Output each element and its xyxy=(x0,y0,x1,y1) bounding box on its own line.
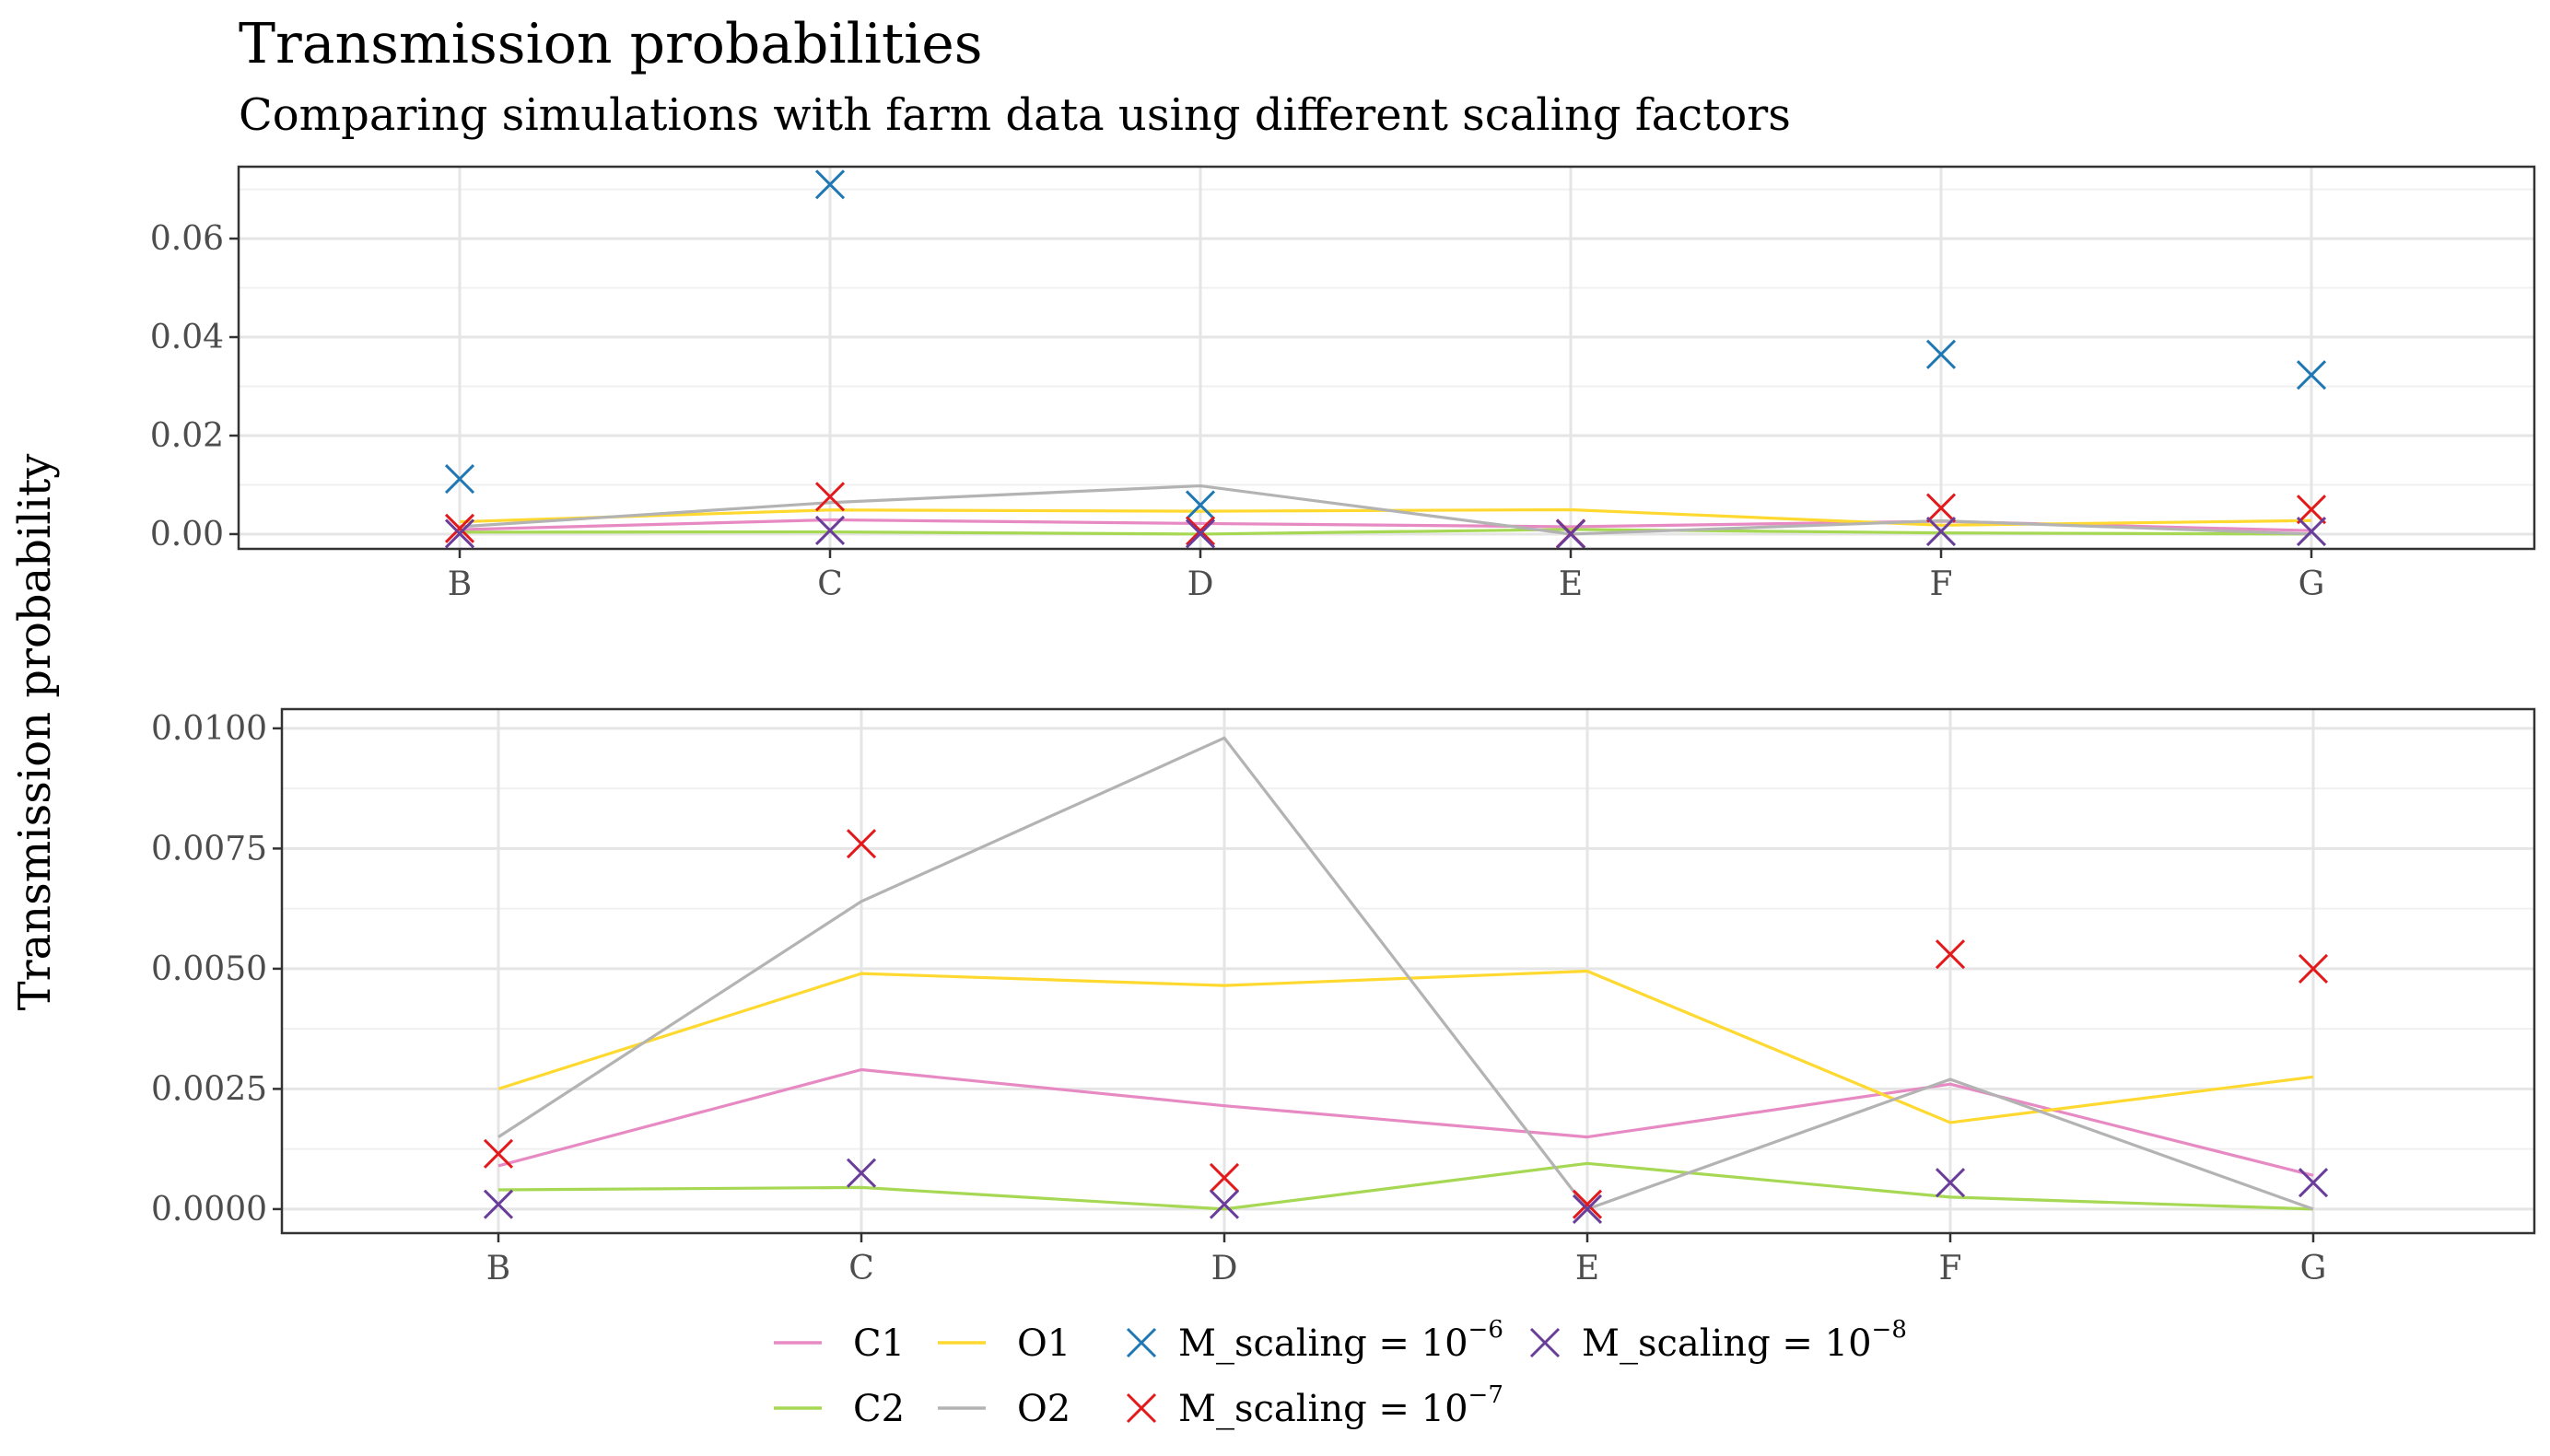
point-marker-minus-7 xyxy=(1572,1189,1603,1219)
chart-subtitle: Comparing simulations with farm data usi… xyxy=(239,89,1791,141)
top-panel: 0.00 0.02 0.04 0.06 B C D E F G xyxy=(150,165,2536,603)
point-marker-minus-8 xyxy=(1185,518,1216,549)
x-tick-label: C xyxy=(817,565,843,603)
series-line-c2 xyxy=(497,1161,2314,1211)
point-marker-minus-8 xyxy=(2298,1168,2329,1198)
panel-background xyxy=(239,167,2534,549)
point-marker-minus-6 xyxy=(1925,339,1957,369)
series-line-o1 xyxy=(497,969,2314,1124)
point-marker-minus-8 xyxy=(814,515,846,546)
legend-key-marker xyxy=(1126,1392,1157,1424)
point-marker-minus-8 xyxy=(483,1189,514,1219)
series-line-o2 xyxy=(497,736,2314,1211)
x-tick-label: G xyxy=(2299,565,2325,603)
point-marker-minus-8 xyxy=(1209,1189,1240,1219)
legend-label: O1 xyxy=(1017,1322,1070,1365)
point-marker-minus-8 xyxy=(444,518,475,549)
point-marker-minus-8 xyxy=(2296,516,2327,547)
y-tick-label: 0.0000 xyxy=(151,1191,267,1229)
y-tick-label: 0.0075 xyxy=(151,830,267,868)
y-tick-label: 0.0100 xyxy=(151,710,267,748)
y-tick-label: 0.0050 xyxy=(151,950,267,988)
point-marker-minus-7 xyxy=(1185,516,1216,546)
series-line-c1 xyxy=(497,1067,2314,1177)
x-tick-label: B xyxy=(486,1250,510,1287)
series-line-c2 xyxy=(459,528,2312,536)
point-marker-minus-7 xyxy=(444,513,475,543)
series-line-o2 xyxy=(459,483,2312,536)
point-marker-minus-7 xyxy=(2296,495,2327,525)
point-marker-minus-6 xyxy=(814,169,846,200)
legend: C1 C2 O1 O2 M_scaling = 10−6 M_scaling = 10−7… xyxy=(774,1316,1907,1430)
point-marker-minus-6 xyxy=(444,463,475,495)
legend-key-marker xyxy=(1529,1327,1561,1358)
chart-title: Transmission probabilities xyxy=(239,12,983,76)
point-marker-minus-7 xyxy=(814,482,846,512)
y-tick-label: 0.02 xyxy=(150,417,224,455)
legend-label: M_scaling = 10−6 xyxy=(1178,1316,1503,1365)
point-marker-minus-8 xyxy=(1572,1194,1603,1224)
x-tick-label: F xyxy=(1939,1250,1962,1287)
panel-border xyxy=(237,165,2536,551)
point-marker-minus-6 xyxy=(1185,490,1216,520)
panel-background xyxy=(282,709,2534,1233)
x-tick-label: G xyxy=(2300,1250,2327,1287)
point-marker-minus-7 xyxy=(483,1138,514,1169)
legend-key-marker xyxy=(1126,1327,1157,1358)
x-tick-label: D xyxy=(1187,565,1214,603)
legend-label: O2 xyxy=(1017,1388,1070,1430)
point-marker-minus-6 xyxy=(2296,360,2327,390)
legend-label: C2 xyxy=(853,1388,905,1430)
x-tick-label: B xyxy=(448,565,472,603)
point-marker-minus-7 xyxy=(846,829,877,859)
x-tick-label: C xyxy=(848,1250,874,1287)
y-tick-label: 0.06 xyxy=(150,220,224,258)
point-marker-minus-7 xyxy=(2298,953,2329,984)
y-tick-label: 0.00 xyxy=(150,516,224,553)
x-tick-label: E xyxy=(1575,1250,1599,1287)
point-marker-minus-7 xyxy=(1209,1162,1240,1194)
x-tick-label: E xyxy=(1559,565,1583,603)
legend-label: M_scaling = 10−8 xyxy=(1582,1316,1907,1365)
y-tick-label: 0.04 xyxy=(150,319,224,356)
point-marker-minus-7 xyxy=(1925,493,1957,523)
point-marker-minus-8 xyxy=(846,1158,877,1188)
point-marker-minus-7 xyxy=(1935,939,1966,970)
y-tick-label: 0.0025 xyxy=(151,1070,267,1108)
point-marker-minus-8 xyxy=(1925,516,1957,547)
x-tick-label: D xyxy=(1211,1250,1238,1287)
point-marker-minus-8 xyxy=(1555,518,1586,550)
bottom-panel: 0.0000 0.0025 0.0050 0.0075 0.0100 B C D E F G xyxy=(151,707,2536,1287)
legend-label: C1 xyxy=(853,1322,905,1365)
point-marker-minus-8 xyxy=(1935,1168,1966,1198)
x-tick-label: F xyxy=(1930,565,1953,603)
panel-border xyxy=(280,707,2536,1235)
legend-label: M_scaling = 10−7 xyxy=(1178,1381,1503,1430)
